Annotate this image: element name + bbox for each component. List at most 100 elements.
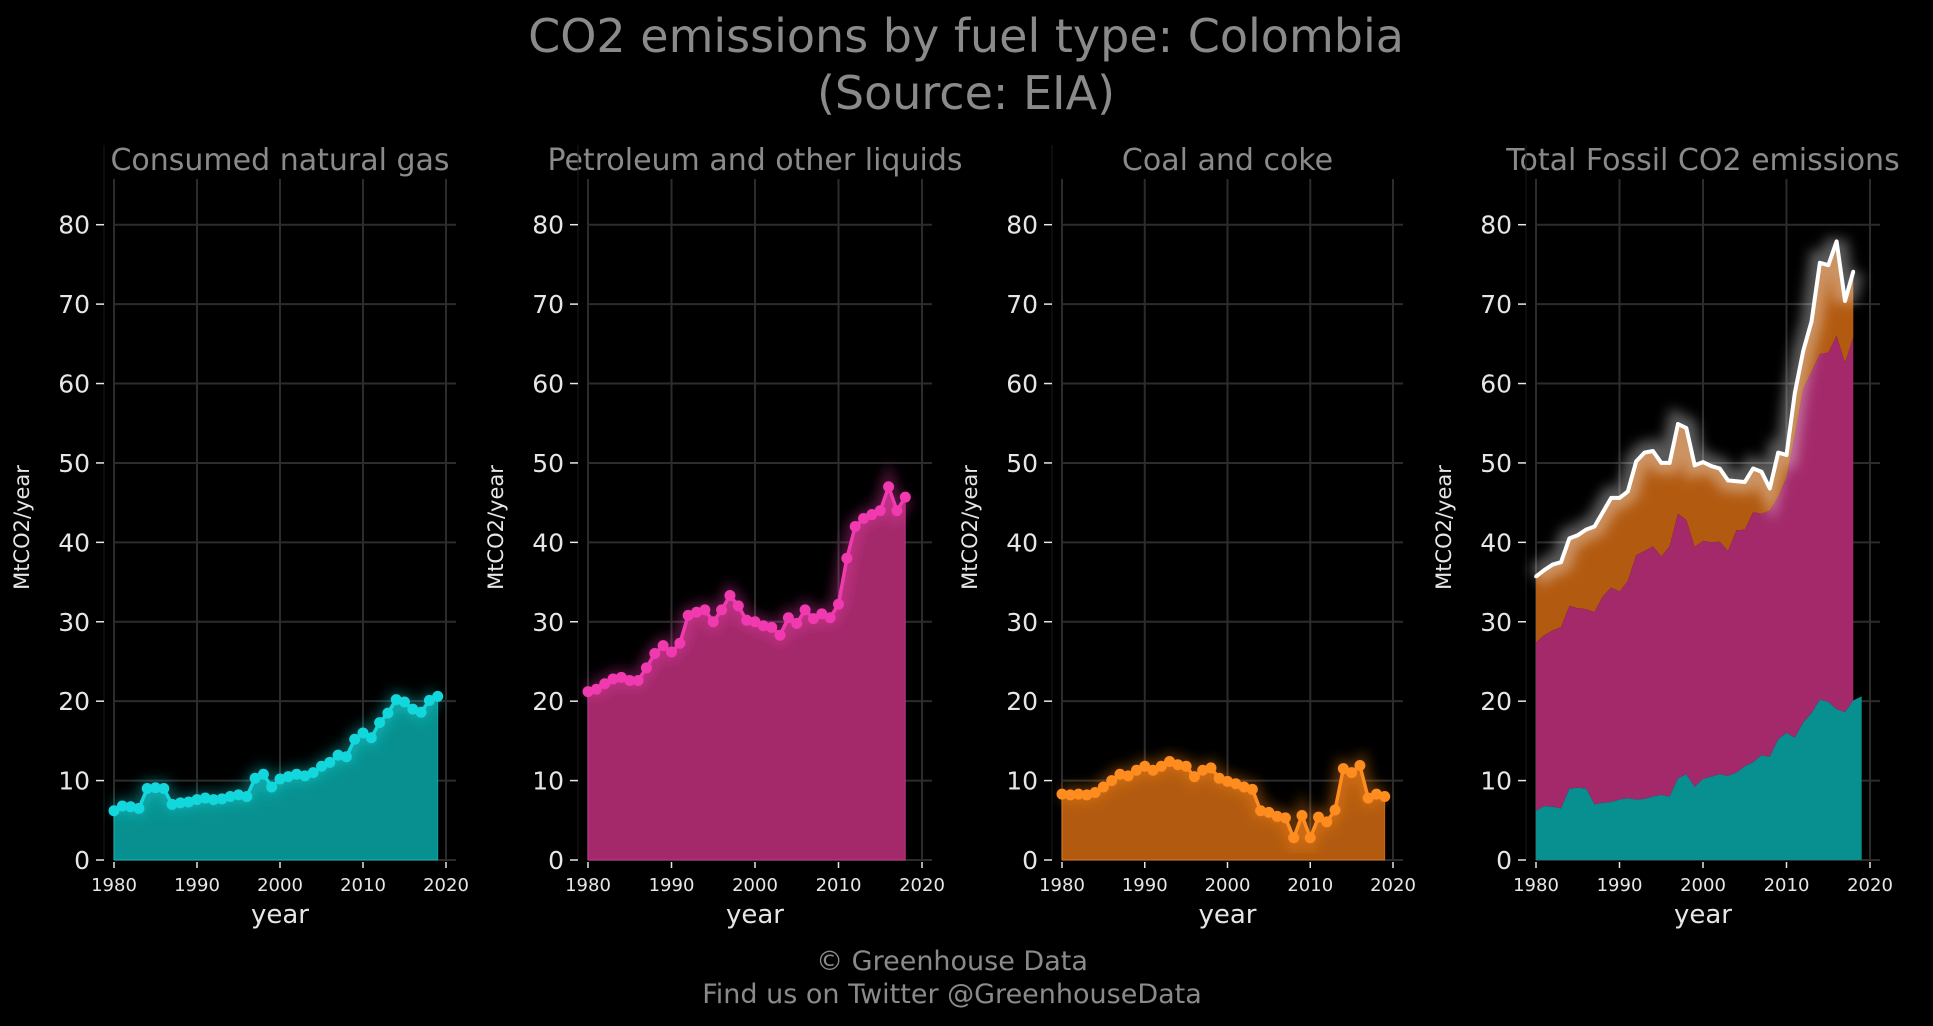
data-point [1296,810,1308,822]
total-point [1592,524,1597,529]
data-point [1370,788,1382,800]
total-point [1726,478,1730,483]
stack-area-gas [1536,696,1862,860]
data-point [582,686,594,698]
y-tick-label: 40 [1006,528,1038,557]
data-point [632,675,644,687]
y-tick-label: 70 [58,290,90,319]
total-point [1550,562,1555,567]
data-point [649,648,661,660]
total-point [1809,319,1814,324]
data-point [699,604,711,616]
data-point [150,782,161,794]
y-axis-label: MtCO2/year [10,465,34,590]
axes: 0 10 20 30 40 50 60 70 80 1980 1990 2000 2010 2020 yea… [484,145,945,930]
data-point [340,751,352,763]
y-tick-label: 70 [1006,290,1038,319]
total-point [1826,263,1831,268]
data-point [166,798,178,810]
y-tick-label: 10 [532,767,564,796]
plot-area [1529,237,1864,860]
total-point [1717,466,1722,471]
axes: 0 10 20 30 40 50 60 70 80 1980 1990 2000 2010 2020 yea… [1432,145,1893,930]
data-point [1354,760,1366,771]
data-point [866,509,878,521]
data-point [357,727,369,739]
total-point [1534,574,1538,579]
data-point [1271,810,1283,822]
data-point [1188,771,1200,783]
y-axis-label: MtCO2/year [1432,465,1456,590]
y-tick-label: 10 [1006,767,1038,796]
y-axis-label: MtCO2/year [484,465,508,590]
total-point [1751,466,1755,471]
data-point [199,792,211,804]
data-point [833,598,844,610]
data-point [1172,759,1184,771]
chart-title-line2: (Source: EIA) [817,66,1115,120]
x-tick-label: 1980 [565,875,611,896]
x-tick-label: 2020 [1847,875,1893,896]
y-tick-label: 40 [532,528,564,557]
total-point [1667,461,1672,465]
x-axis-label: year [1198,900,1256,930]
x-tick-label: 2010 [1764,875,1810,896]
data-point [1379,790,1391,802]
total-point [1609,496,1613,500]
y-tick-label: 60 [58,370,90,399]
data-point [674,637,686,649]
x-tick-label: 2020 [899,875,945,896]
data-point [432,690,444,702]
data-point [415,706,427,718]
panel-title: Coal and coke [1122,143,1333,178]
x-axis-label: year [726,900,784,930]
x-axis-label: year [251,900,309,930]
data-point [599,678,611,690]
y-tick-label: 20 [1480,687,1512,716]
data-point [1106,775,1118,787]
data-point [1147,764,1159,776]
data-point [807,613,819,625]
y-tick-label: 50 [532,449,564,478]
total-point [1651,449,1655,453]
data-point [707,616,719,628]
data-point [1337,763,1349,775]
plot-area [582,462,913,861]
data-point [816,608,828,620]
data-point [224,790,236,802]
plot-area [108,689,444,861]
data-point [1089,787,1101,798]
data-point [749,616,761,628]
data-point [1073,788,1085,800]
panel-1: Consumed natural gas 0 10 20 30 40 50 60 70 80 198… [10,143,469,930]
data-point [108,805,120,817]
data-point [1279,812,1291,824]
total-point [1559,560,1563,565]
data-point [183,796,195,808]
data-point [1255,805,1267,817]
total-point [1793,391,1797,395]
y-axis-label: MtCO2/year [958,465,982,590]
data-point [390,694,402,706]
stack-area-coal [1536,241,1854,643]
x-tick-label: 2010 [340,875,386,896]
data-point [141,783,153,795]
data-point [1205,762,1217,774]
data-point [1164,756,1176,768]
data-point [116,800,128,812]
data-point [1097,781,1109,793]
data-point [1346,767,1358,779]
data-point [1362,792,1374,804]
data-point [590,683,602,695]
y-tick-label: 50 [1480,449,1512,478]
y-tick-label: 30 [1006,608,1038,637]
data-point [365,732,377,744]
data-point [257,768,269,780]
data-point [1197,764,1209,776]
axes: 0 10 20 30 40 50 60 70 80 1980 1990 2000 2010 2020 yea… [958,145,1416,930]
data-point [1114,768,1126,780]
x-tick-label: 2020 [1370,875,1416,896]
data-point [682,609,694,621]
